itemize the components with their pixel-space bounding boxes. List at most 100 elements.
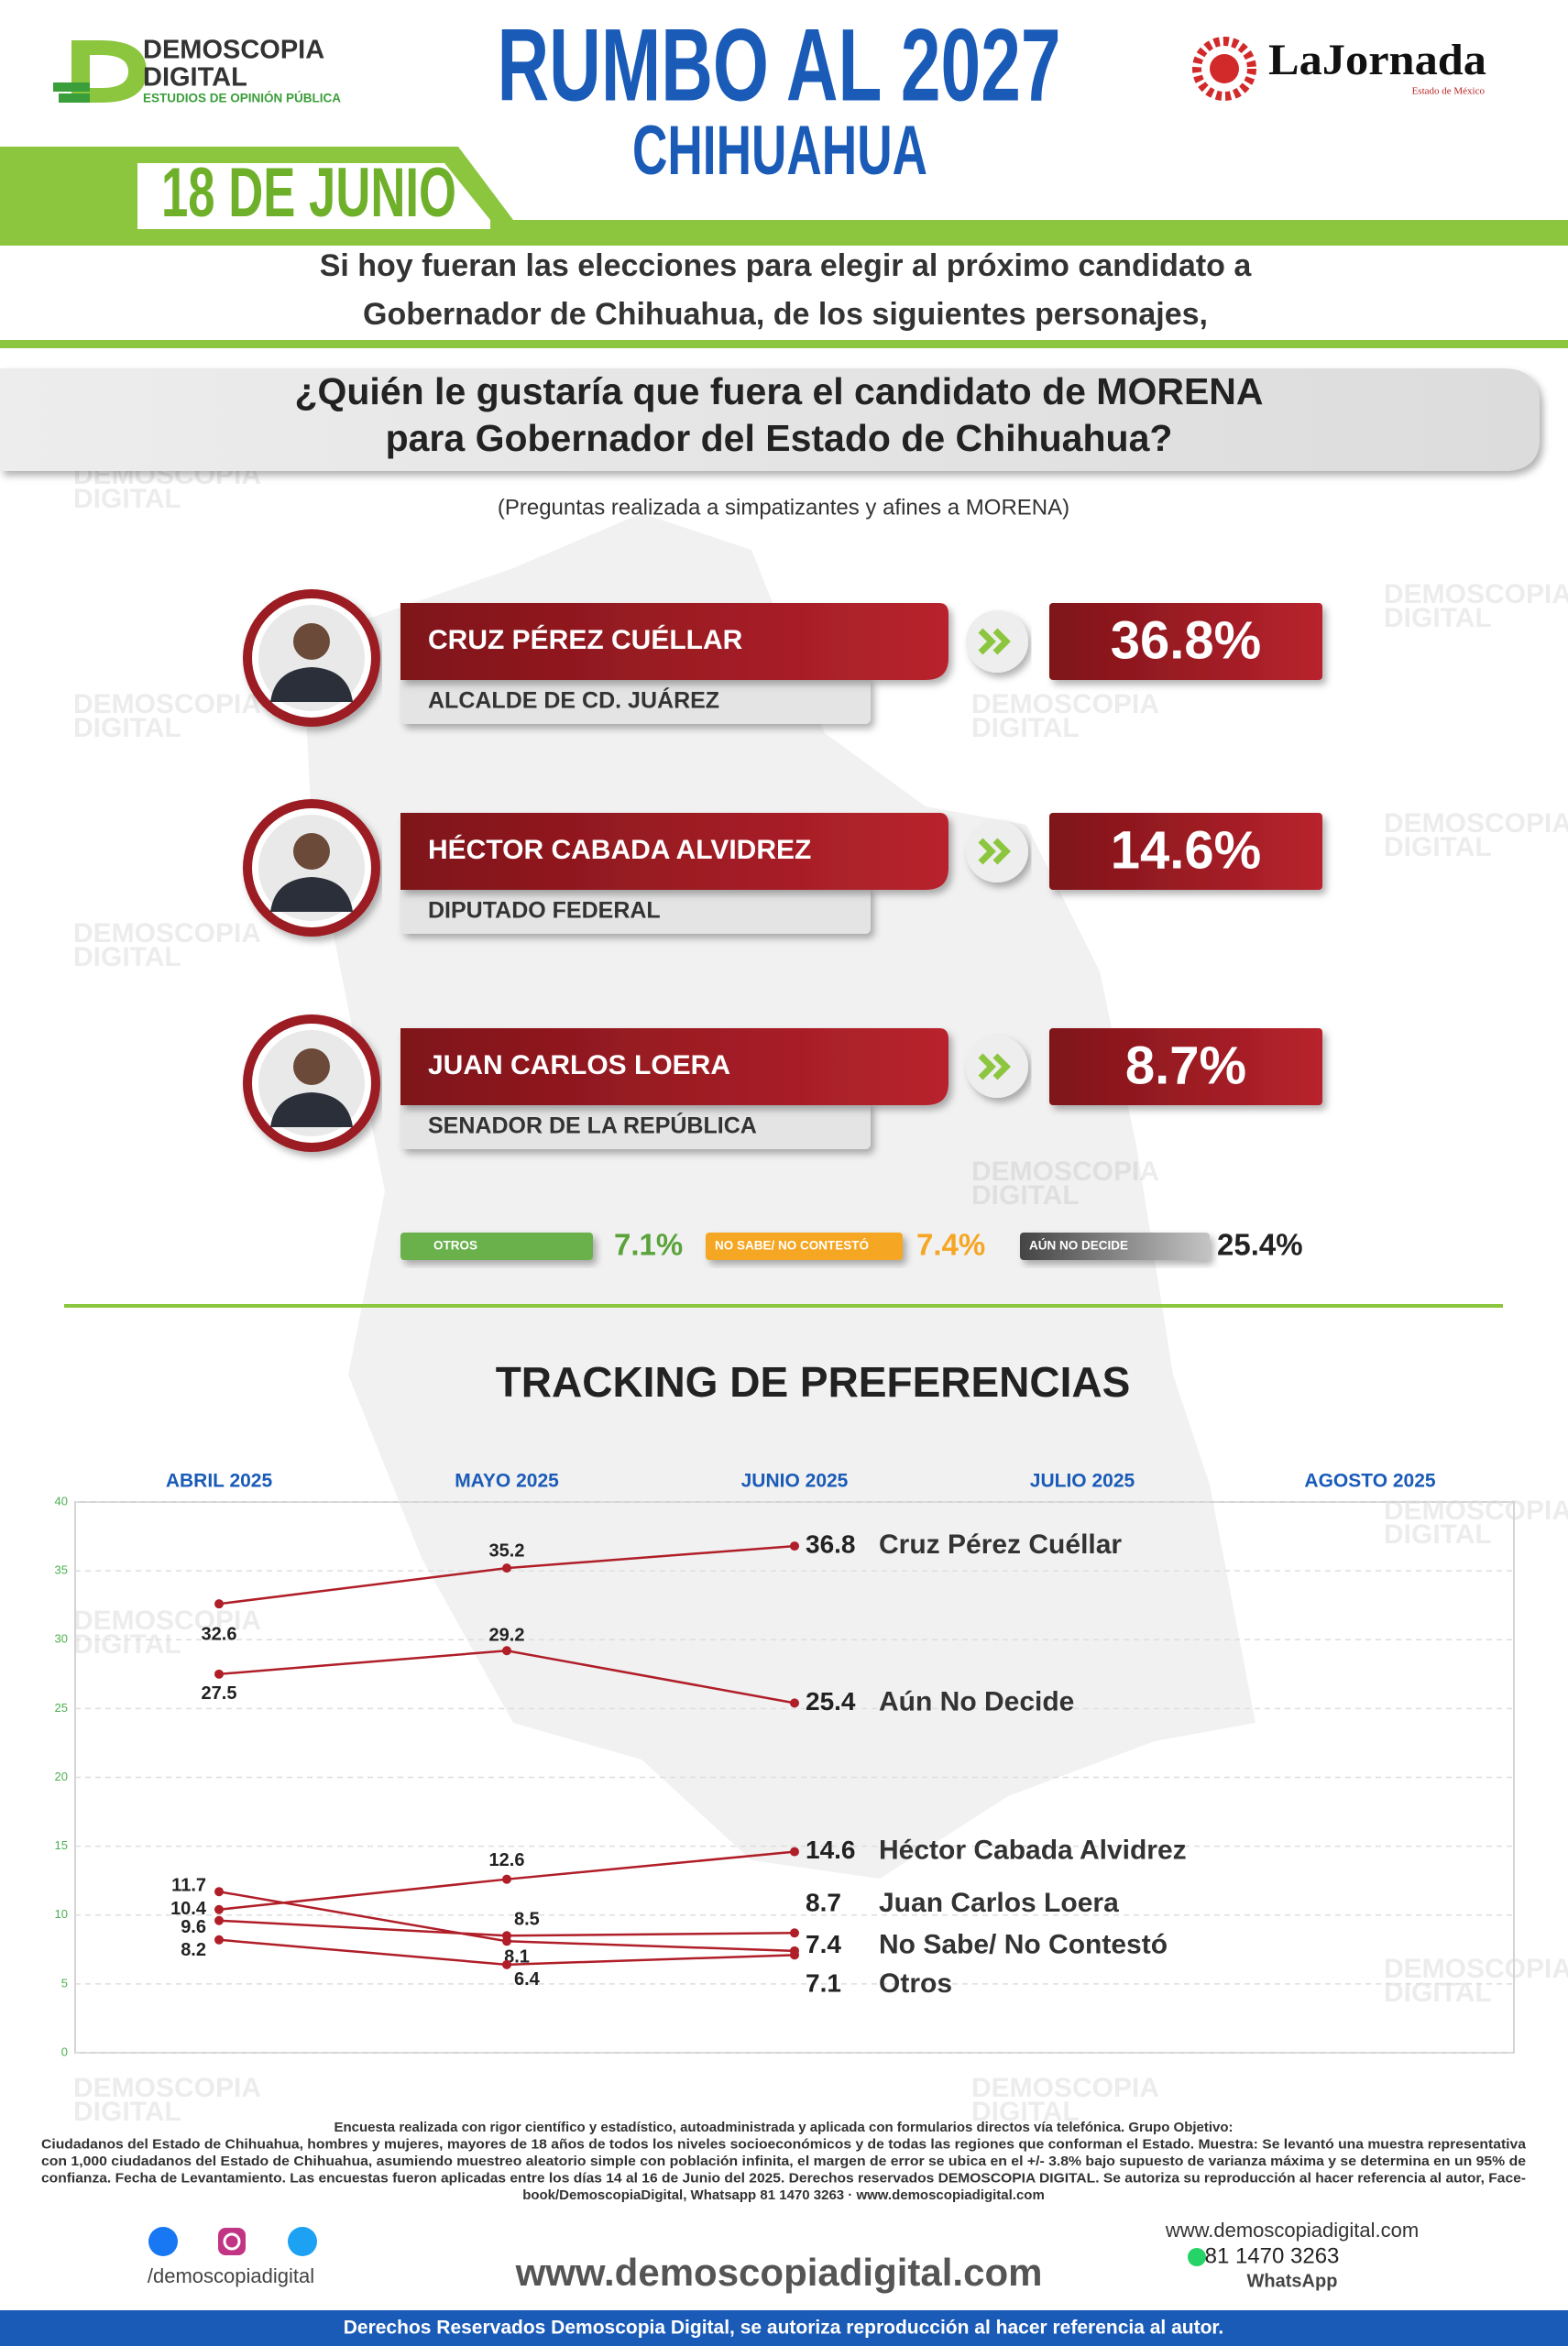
divider: [64, 1304, 1503, 1308]
intro-line: Gobernador de Chihuahua, de los siguient…: [363, 297, 1208, 332]
data-label: 9.6: [181, 1917, 206, 1937]
intro-line: Si hoy fueran las elecciones para elegir…: [320, 248, 1253, 283]
other-result: 7.4%: [916, 1228, 985, 1262]
methodology-line: confianza. Fecha de Levantamiento. Las e…: [41, 2170, 1526, 2186]
arrow-circle: [966, 610, 1028, 673]
data-label: 14.6: [806, 1836, 856, 1864]
y-tick-label: 0: [61, 2045, 68, 2058]
result-box: [1049, 603, 1322, 680]
date: 18 DE JUNIO: [161, 154, 456, 232]
role-bar: [400, 676, 871, 724]
date-tab: [137, 163, 490, 229]
photo-head: [293, 623, 330, 660]
question-line: para Gobernador del Estado de Chihuahua?: [386, 417, 1173, 459]
arrow-circle: [966, 820, 1028, 882]
data-label: 36.8: [806, 1529, 856, 1558]
point: [502, 1646, 511, 1656]
watermark: DEMOSCOPIA: [73, 918, 261, 948]
data-label: 7.1: [806, 1969, 841, 1998]
other-bar: [400, 1233, 593, 1260]
watermark: DEMOSCOPIA: [971, 689, 1159, 719]
candidate-name: CRUZ PÉREZ CUÉLLAR: [428, 624, 743, 655]
data-label: 6.4: [514, 1969, 541, 1990]
photo-body: [270, 667, 353, 702]
data-label: 32.6: [202, 1624, 237, 1644]
y-tick-label: 15: [55, 1838, 68, 1852]
rights-bar: [0, 2310, 1568, 2346]
name-bar: [400, 813, 948, 890]
watermark: DIGITAL: [1384, 832, 1492, 862]
result: 14.6%: [1111, 820, 1261, 880]
point: [790, 1698, 799, 1708]
data-label: 8.5: [514, 1910, 540, 1930]
contact-site: www.demoscopiadigital.com: [1165, 2219, 1419, 2242]
point: [790, 1950, 799, 1960]
series-name: Cruz Pérez Cuéllar: [879, 1529, 1122, 1560]
candidate-role: ALCALDE DE CD. JUÁREZ: [428, 687, 719, 714]
x-tick-label: AGOSTO 2025: [1304, 1471, 1435, 1492]
watermark: DEMOSCOPIA: [1384, 1496, 1568, 1526]
point: [790, 1928, 799, 1938]
social-icons: [148, 2227, 317, 2256]
data-label: 12.6: [489, 1850, 525, 1870]
series-name: Juan Carlos Loera: [879, 1888, 1119, 1918]
photo-body: [270, 1092, 353, 1127]
data-label: 8.7: [806, 1889, 841, 1917]
photo-head: [293, 833, 330, 870]
photo-body: [270, 877, 353, 912]
result-box: [1049, 813, 1322, 890]
series-name: Otros: [879, 1968, 952, 1999]
partner-sub: Estado de México: [1412, 86, 1486, 97]
watermark: DIGITAL: [73, 942, 181, 972]
rights: Derechos Reservados Demoscopia Digital, …: [344, 2318, 1224, 2339]
y-tick-label: 30: [55, 1632, 68, 1646]
question-note: (Preguntas realizada a simpatizantes y a…: [498, 495, 1069, 520]
point: [502, 1936, 511, 1946]
other-bar: [1020, 1233, 1210, 1260]
result: 8.7%: [1125, 1036, 1246, 1095]
whatsapp-icon: [1188, 2248, 1206, 2266]
point: [214, 1887, 224, 1897]
watermark: DEMOSCOPIA: [971, 1157, 1159, 1187]
watermark: DEMOSCOPIA: [73, 1606, 261, 1636]
data-label: 10.4: [170, 1899, 207, 1919]
y-tick-label: 35: [55, 1563, 68, 1577]
arrow: [978, 1053, 1011, 1080]
point: [790, 1847, 799, 1857]
methodology-line: Ciudadanos del Estado de Chihuahua, homb…: [41, 2136, 1527, 2152]
result-box: [1049, 1028, 1322, 1105]
y-tick-label: 40: [55, 1494, 68, 1507]
data-label: 35.2: [489, 1540, 525, 1561]
point: [214, 1915, 224, 1925]
data-label: 8.2: [181, 1940, 206, 1960]
arrow: [978, 838, 1011, 865]
watermark: DIGITAL: [971, 1180, 1080, 1211]
name-bar: [400, 603, 948, 680]
brand-tagline: ESTUDIOS DE OPINIÓN PÚBLICA: [143, 92, 341, 105]
watermark: DIGITAL: [1384, 603, 1492, 633]
point: [502, 1959, 511, 1969]
data-label: 29.2: [489, 1626, 525, 1646]
watermark: DIGITAL: [73, 2097, 181, 2127]
social-handle: /demoscopiadigital: [148, 2264, 314, 2287]
point: [502, 1874, 511, 1884]
point: [214, 1599, 224, 1609]
other-label: AÚN NO DECIDE: [1029, 1239, 1128, 1253]
data-label: 7.4: [806, 1930, 841, 1958]
watermark: DIGITAL: [73, 713, 181, 743]
point: [502, 1563, 511, 1573]
question-banner: [0, 368, 1540, 471]
methodology-line: Encuesta realizada con rigor científico …: [334, 2120, 1233, 2135]
candidate-name: HÉCTOR CABADA ALVIDREZ: [428, 834, 811, 865]
subtitle: CHIHUAHUA: [632, 112, 927, 190]
data-label: 11.7: [171, 1875, 206, 1895]
phone: 81 1470 3263: [1205, 2243, 1340, 2268]
y-tick-label: 25: [55, 1701, 68, 1715]
candidate-name: JUAN CARLOS LOERA: [428, 1050, 730, 1080]
brand-logo: [53, 40, 147, 103]
name-bar: [400, 1028, 948, 1105]
partner-name: LaJornada: [1268, 36, 1486, 84]
watermark: DIGITAL: [971, 713, 1080, 743]
